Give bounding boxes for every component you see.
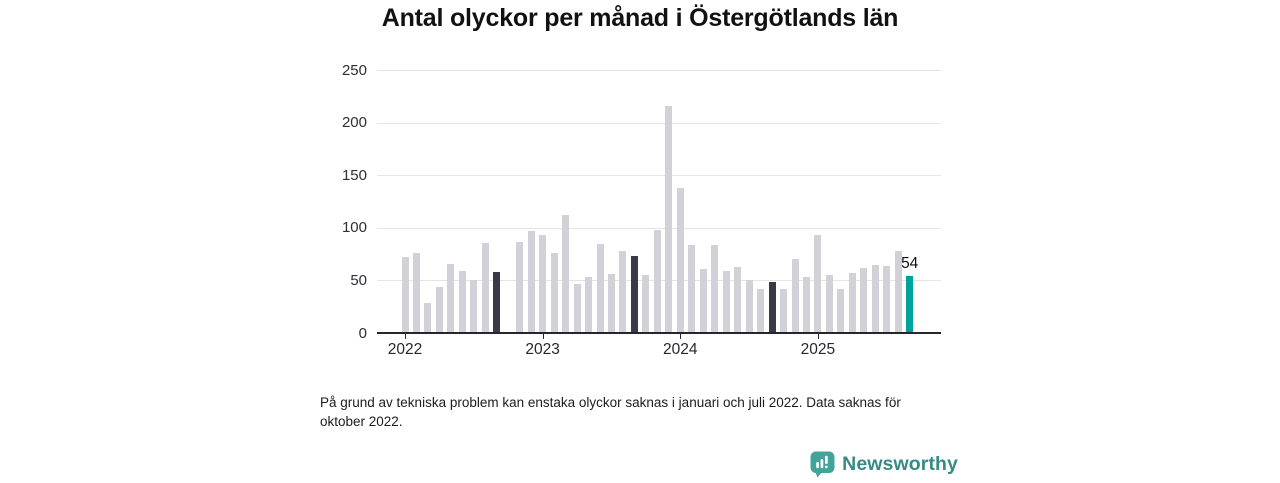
bar-2024-03 xyxy=(699,268,707,333)
bar-2025-06 xyxy=(871,264,879,333)
y-gridline xyxy=(377,122,941,124)
x-axis-label: 2023 xyxy=(525,341,560,358)
bar-2023-08 xyxy=(619,250,627,333)
bar-2023-05 xyxy=(585,277,592,333)
y-axis-label: 100 xyxy=(341,219,367,237)
bar-2025-08 xyxy=(894,250,902,333)
bar-2023-10 xyxy=(642,275,650,333)
bar-2024-09 xyxy=(768,281,776,333)
bar-2025-03 xyxy=(837,288,845,333)
bar-2022-07 xyxy=(470,280,478,333)
bar-2024-07 xyxy=(745,280,753,333)
bar-2025-07 xyxy=(883,265,891,333)
y-axis-label: 50 xyxy=(350,271,367,289)
y-gridline xyxy=(377,227,941,229)
bar-2022-08 xyxy=(481,242,489,333)
current-value-label: 54 xyxy=(901,255,919,273)
x-axis-label: 2024 xyxy=(663,341,698,358)
x-axis-tick xyxy=(405,334,406,339)
bar-2022-12 xyxy=(527,231,535,333)
bar-2023-04 xyxy=(573,283,581,333)
bar-2024-02 xyxy=(688,244,696,333)
bar-2023-11 xyxy=(653,229,661,333)
bar-2025-09 xyxy=(906,276,914,333)
bar-2025-01 xyxy=(814,235,822,333)
bar-2022-03 xyxy=(424,302,432,333)
y-axis-label: 150 xyxy=(341,166,367,184)
x-axis-line xyxy=(377,332,941,334)
bar-2023-07 xyxy=(608,274,615,333)
y-axis-label: 200 xyxy=(341,114,367,132)
bar-2022-05 xyxy=(447,263,455,333)
infographic: Antal olyckor per månad i Östergötlands … xyxy=(320,0,960,480)
bar-2025-02 xyxy=(825,275,833,333)
bar-2023-12 xyxy=(665,105,673,333)
bar-2023-09 xyxy=(630,256,638,333)
bar-2022-02 xyxy=(413,253,420,333)
newsworthy-logo-text: Newsworthy xyxy=(842,453,958,475)
y-gridline xyxy=(377,175,941,177)
bar-2023-02 xyxy=(550,253,558,333)
bar-chart-speech-bubble-icon xyxy=(810,451,835,478)
bar-2024-06 xyxy=(734,266,742,333)
bar-2025-05 xyxy=(860,267,868,333)
bar-2023-01 xyxy=(539,235,547,333)
bar-2022-11 xyxy=(516,241,524,333)
x-axis-tick xyxy=(542,334,544,339)
bar-2024-04 xyxy=(711,244,719,333)
bar-2022-09 xyxy=(493,272,501,333)
x-axis-tick xyxy=(680,334,682,339)
x-axis-tick xyxy=(817,334,819,339)
footnote: På grund av tekniska problem kan enstaka… xyxy=(320,395,901,429)
bar-2024-12 xyxy=(803,277,810,333)
bar-2024-01 xyxy=(676,187,684,333)
bar-2023-03 xyxy=(562,215,570,333)
bar-2025-04 xyxy=(848,273,856,333)
bar-chart: 0 50 100 150 200 250 2022 2023 2024 2025 54 xyxy=(320,0,960,400)
bar-2024-08 xyxy=(757,288,765,333)
y-axis-label: 250 xyxy=(341,61,367,79)
newsworthy-branding: Newsworthy xyxy=(810,451,958,478)
bar-2022-06 xyxy=(458,270,466,333)
bar-2024-11 xyxy=(791,259,799,333)
bar-2022-01 xyxy=(401,257,409,333)
y-gridline xyxy=(377,70,941,71)
y-axis-label: 0 xyxy=(358,324,367,342)
chart-title: Antal olyckor per månad i Östergötlands … xyxy=(381,4,899,32)
x-axis-label: 2025 xyxy=(800,341,836,358)
x-axis-label: 2022 xyxy=(387,341,423,358)
bar-2023-06 xyxy=(596,243,604,333)
bar-2024-05 xyxy=(722,270,730,333)
bar-2022-04 xyxy=(435,286,443,333)
bar-2024-10 xyxy=(780,288,787,333)
